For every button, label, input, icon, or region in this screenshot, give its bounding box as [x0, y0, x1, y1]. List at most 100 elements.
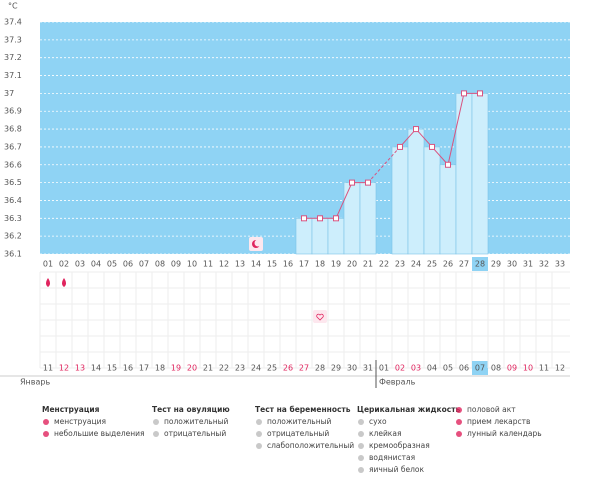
y-tick-label: 37.1	[4, 71, 22, 80]
date-label: 06	[459, 364, 469, 373]
legend-item: слабоположительный	[267, 441, 354, 450]
date-label: 12	[59, 364, 69, 373]
legend-icon	[43, 431, 49, 437]
date-label: 07	[475, 364, 485, 373]
legend-item: яичный белок	[369, 465, 425, 474]
point	[461, 90, 467, 97]
legend-icon	[256, 419, 262, 425]
legend-icon	[358, 467, 364, 473]
y-tick-label: 36.8	[4, 125, 22, 134]
date-label: 24	[251, 364, 261, 373]
month-label: Февраль	[379, 378, 416, 387]
x-tick-label: 22	[379, 260, 389, 269]
date-label: 27	[299, 364, 309, 373]
y-tick-label: 36.9	[4, 107, 22, 116]
legend-item: отрицательный	[267, 429, 329, 438]
x-tick-label: 16	[283, 260, 293, 269]
y-tick-label: 36.4	[4, 196, 22, 205]
y-unit: °C	[8, 2, 18, 11]
date-label: 28	[315, 364, 325, 373]
x-tick-label: 07	[139, 260, 149, 269]
legend-item: прием лекарств	[467, 417, 530, 426]
legend-item: половой акт	[467, 405, 516, 414]
date-label: 30	[347, 364, 357, 373]
date-label: 05	[443, 364, 453, 373]
legend-icon	[456, 431, 462, 437]
sex-icon	[313, 310, 327, 323]
x-tick-label: 01	[43, 260, 53, 269]
legend-item: положительный	[164, 417, 229, 426]
x-tick-label: 06	[123, 260, 133, 269]
bar	[439, 164, 457, 255]
x-tick-label: 13	[235, 260, 245, 269]
point	[365, 179, 371, 186]
point	[317, 215, 323, 222]
date-label: 11	[43, 364, 53, 373]
date-label: 09	[507, 364, 517, 373]
bar	[327, 218, 345, 255]
y-tick-label: 37.2	[4, 53, 22, 62]
y-tick-label: 36.1	[4, 250, 22, 259]
x-tick-label: 27	[459, 260, 469, 269]
bar	[311, 218, 329, 255]
y-tick-label: 36.2	[4, 232, 22, 241]
date-label: 10	[523, 364, 533, 373]
y-tick-label: 36.7	[4, 142, 22, 151]
legend-item: сухо	[369, 417, 387, 426]
x-tick-label: 08	[155, 260, 165, 269]
y-tick-label: 36.6	[4, 160, 22, 169]
x-tick-label: 14	[251, 260, 261, 269]
legend-icon	[256, 443, 262, 449]
legend-item: лунный календарь	[467, 429, 542, 438]
date-label: 12	[555, 364, 565, 373]
point	[349, 179, 355, 186]
legend-icon	[358, 431, 364, 437]
legend-icon	[153, 431, 159, 437]
legend-icon	[43, 419, 49, 425]
menstruation-icon	[62, 278, 66, 287]
legend-title: Церикальная жидкость	[357, 405, 461, 414]
x-tick-label: 26	[443, 260, 453, 269]
x-tick-label: 24	[411, 260, 421, 269]
y-tick-label: 37.3	[4, 35, 22, 44]
point	[429, 143, 435, 150]
legend-title: Тест на беременность	[255, 405, 351, 414]
legend-icon	[256, 431, 262, 437]
bar	[295, 218, 313, 255]
date-label: 08	[491, 364, 501, 373]
legend-title: Тест на овуляцию	[152, 405, 230, 414]
gap-connector	[367, 146, 401, 183]
y-tick-label: 37	[4, 89, 14, 98]
x-tick-label: 23	[395, 260, 405, 269]
date-label: 01	[379, 364, 389, 373]
date-label: 03	[411, 364, 421, 373]
sex-icon	[316, 313, 324, 321]
legend-icon	[153, 419, 159, 425]
legend-item: менструация	[54, 417, 106, 426]
legend-item: кремообразная	[369, 441, 430, 450]
legend-icon	[358, 443, 364, 449]
x-tick-label: 11	[203, 260, 213, 269]
x-tick-label: 03	[75, 260, 85, 269]
x-tick-label: 29	[491, 260, 501, 269]
date-label: 23	[235, 364, 245, 373]
legend-title: Менструация	[42, 405, 100, 414]
legend-item: водянистая	[369, 453, 415, 462]
x-tick-label: 10	[187, 260, 197, 269]
highlight	[472, 257, 488, 271]
legend-item: положительный	[267, 417, 332, 426]
x-tick-label: 19	[331, 260, 341, 269]
x-tick-label: 18	[315, 260, 325, 269]
date-label: 21	[203, 364, 213, 373]
date-label: 16	[123, 364, 133, 373]
date-label: 18	[155, 364, 165, 373]
date-label: 02	[395, 364, 405, 373]
x-tick-label: 15	[267, 260, 277, 269]
x-tick-label: 25	[427, 260, 437, 269]
date-label: 20	[187, 364, 197, 373]
x-tick-label: 12	[219, 260, 229, 269]
date-label: 31	[363, 364, 373, 373]
date-label: 29	[331, 364, 341, 373]
point	[445, 161, 451, 168]
bar	[471, 93, 489, 255]
